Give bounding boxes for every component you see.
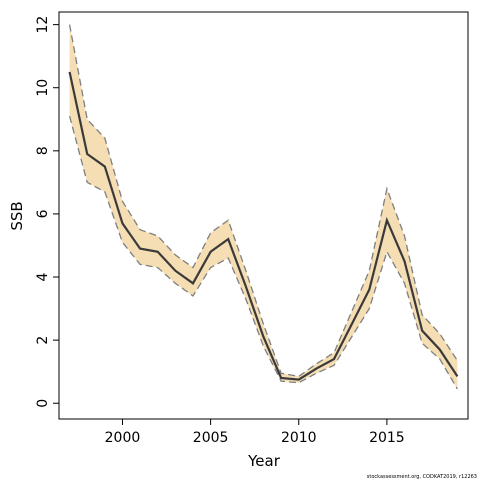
x-tick-label: 2015 — [369, 430, 405, 446]
y-tick-label: 0 — [35, 399, 51, 408]
x-tick-label: 2005 — [193, 430, 229, 446]
ssb-estimate-line — [68, 71, 459, 381]
x-tick-label: 2000 — [105, 430, 141, 446]
upper-bound-line — [68, 24, 458, 378]
lower-bound-line — [68, 115, 458, 390]
plot-area — [68, 24, 459, 390]
y-tick-label: 12 — [35, 16, 51, 34]
y-tick-label: 8 — [35, 146, 51, 155]
confidence-band — [69, 24, 458, 390]
y-tick-label: 6 — [35, 209, 51, 218]
y-tick-label: 4 — [35, 272, 51, 281]
source-footnote: stockassessment.org, CODKAT2019, r12263 — [367, 474, 477, 480]
axes: 2000 2005 2010 2015 0 2 4 6 8 10 12 — [35, 11, 469, 446]
y-tick-label: 10 — [35, 79, 51, 97]
y-axis-title: SSB — [8, 201, 26, 230]
x-tick-label: 2010 — [281, 430, 317, 446]
plot-frame — [58, 11, 469, 420]
y-tick-label: 2 — [35, 336, 51, 345]
x-axis-title: Year — [247, 452, 281, 470]
